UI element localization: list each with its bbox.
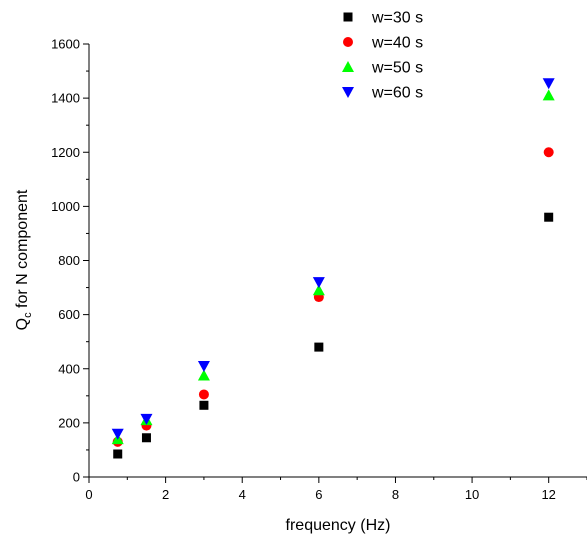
x-tick-label: 10	[465, 487, 479, 502]
data-point	[111, 428, 124, 440]
plot-area	[88, 44, 587, 478]
legend-marker	[342, 61, 354, 72]
data-point	[197, 361, 210, 373]
x-tick-label: 6	[315, 487, 322, 502]
x-axis-label: frequency (Hz)	[286, 517, 391, 534]
series-4	[111, 78, 555, 440]
legend-item: w=30 s	[343, 10, 423, 27]
legend-item: w=60 s	[342, 85, 423, 102]
data-point	[542, 89, 555, 101]
y-axis-label-subscript: c	[22, 312, 34, 318]
y-tick-label: 400	[58, 361, 80, 376]
x-tick-label: 12	[541, 487, 555, 502]
data-point	[312, 277, 325, 289]
y-tick-label: 1000	[51, 199, 80, 214]
legend-marker	[343, 37, 353, 47]
data-point	[198, 389, 209, 400]
y-tick-label: 1400	[51, 91, 80, 106]
data-point	[140, 413, 153, 425]
series-2	[112, 147, 554, 447]
y-axis: 0 200 400 600 800 1000 1200 1400 1600	[51, 37, 89, 485]
y-tick-label: 800	[58, 253, 80, 268]
x-axis: 0 2 4 6 8 10 12	[85, 477, 587, 502]
data-point	[199, 400, 209, 410]
legend-label: w=50 s	[371, 60, 423, 77]
legend-marker	[343, 12, 353, 22]
data-point	[544, 212, 554, 222]
x-tick-label: 0	[85, 487, 92, 502]
legend-marker	[342, 87, 354, 98]
legend-item: w=40 s	[343, 35, 423, 52]
y-tick-label: 200	[58, 415, 80, 430]
y-axis-label-main: Q	[14, 318, 31, 330]
legend-label: w=40 s	[371, 35, 423, 52]
legend-label: w=60 s	[371, 85, 423, 102]
series-3	[111, 89, 555, 445]
data-point	[197, 369, 210, 381]
y-tick-label: 1600	[51, 37, 80, 52]
legend: w=30 s w=40 s w=50 s w=60 s	[342, 10, 423, 102]
x-tick-label: 8	[392, 487, 399, 502]
data-point	[543, 147, 554, 158]
x-tick-label: 4	[239, 487, 246, 502]
series-layer	[111, 78, 555, 459]
legend-label: w=30 s	[371, 10, 423, 27]
y-axis-label: Qc for N component	[14, 189, 34, 330]
legend-item: w=50 s	[342, 60, 423, 77]
x-tick-label: 2	[162, 487, 169, 502]
data-point	[312, 284, 325, 296]
y-tick-label: 0	[73, 470, 80, 485]
data-point	[314, 342, 324, 352]
data-point	[141, 433, 151, 443]
series-1	[113, 212, 554, 459]
y-axis-label-rest: for N component	[14, 189, 31, 312]
y-tick-label: 600	[58, 307, 80, 322]
y-tick-label: 1200	[51, 145, 80, 160]
data-point	[113, 449, 123, 459]
data-point	[542, 78, 555, 90]
